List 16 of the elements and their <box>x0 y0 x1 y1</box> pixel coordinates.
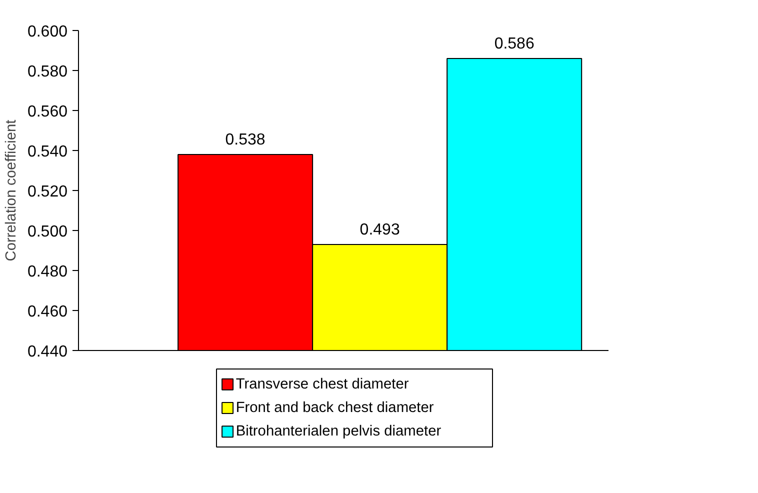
legend-label: Bitrohanterialen pelvis diameter <box>236 424 442 440</box>
legend-label: Front and back chest diameter <box>236 400 434 416</box>
y-tick-label: 0.560 <box>27 104 68 120</box>
data-label: 0.493 <box>360 222 400 238</box>
y-tick-label: 0.580 <box>27 64 68 80</box>
y-tick-label: 0.520 <box>27 184 68 200</box>
y-tick-label: 0.440 <box>27 344 68 360</box>
y-tick-label: 0.540 <box>27 144 68 160</box>
y-tick-label: 0.500 <box>27 224 68 240</box>
legend-label: Transverse chest diameter <box>236 376 409 392</box>
data-label: 0.538 <box>225 132 266 148</box>
y-axis-title: Correlation coefficient <box>3 120 20 262</box>
y-tick-label: 0.460 <box>27 304 68 320</box>
y-tick-label: 0.600 <box>27 24 68 40</box>
data-label: 0.586 <box>494 36 534 52</box>
y-tick-label: 0.480 <box>27 264 68 280</box>
